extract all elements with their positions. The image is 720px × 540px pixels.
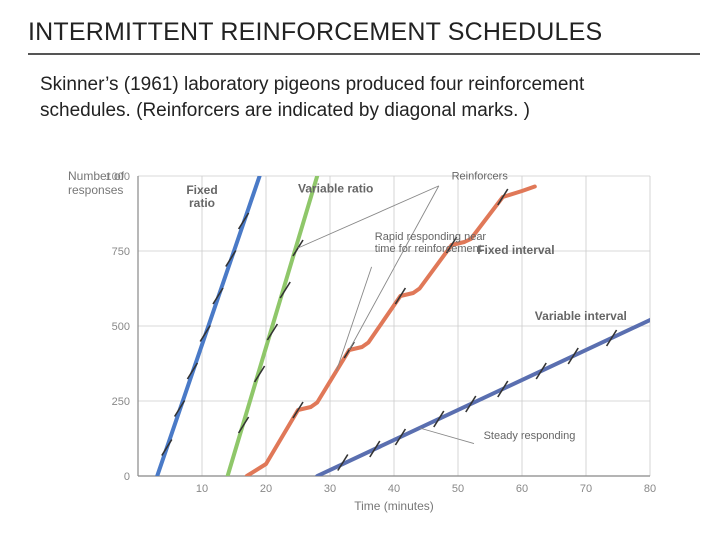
svg-text:500: 500 [112, 321, 130, 333]
svg-text:40: 40 [388, 483, 400, 495]
svg-text:Variable interval: Variable interval [535, 309, 627, 323]
svg-text:250: 250 [112, 396, 130, 408]
svg-text:70: 70 [580, 483, 592, 495]
svg-text:ratio: ratio [189, 196, 215, 210]
chart-container: 102030405060708002505007501000Time (minu… [60, 168, 660, 518]
svg-text:50: 50 [452, 483, 464, 495]
svg-text:Time (minutes): Time (minutes) [354, 499, 434, 513]
svg-text:750: 750 [112, 246, 130, 258]
svg-text:0: 0 [124, 471, 130, 483]
svg-text:Steady responding: Steady responding [484, 430, 576, 442]
svg-text:Number of: Number of [68, 169, 125, 183]
svg-text:10: 10 [196, 483, 208, 495]
subtitle-block: Skinner’s (1961) laboratory pigeons prod… [40, 72, 680, 123]
svg-text:Reinforcers: Reinforcers [452, 171, 509, 183]
title-block: INTERMITTENT REINFORCEMENT SCHEDULES [28, 18, 700, 55]
svg-text:60: 60 [516, 483, 528, 495]
svg-text:Fixed: Fixed [186, 183, 217, 197]
reinforcement-chart: 102030405060708002505007501000Time (minu… [60, 168, 660, 518]
page-title: INTERMITTENT REINFORCEMENT SCHEDULES [28, 18, 700, 47]
svg-text:responses: responses [68, 183, 123, 197]
svg-text:80: 80 [644, 483, 656, 495]
svg-text:20: 20 [260, 483, 272, 495]
subtitle-text: Skinner’s (1961) laboratory pigeons prod… [40, 72, 680, 123]
svg-text:30: 30 [324, 483, 336, 495]
slide: INTERMITTENT REINFORCEMENT SCHEDULES Ski… [0, 0, 720, 540]
svg-text:Variable ratio: Variable ratio [298, 182, 373, 196]
